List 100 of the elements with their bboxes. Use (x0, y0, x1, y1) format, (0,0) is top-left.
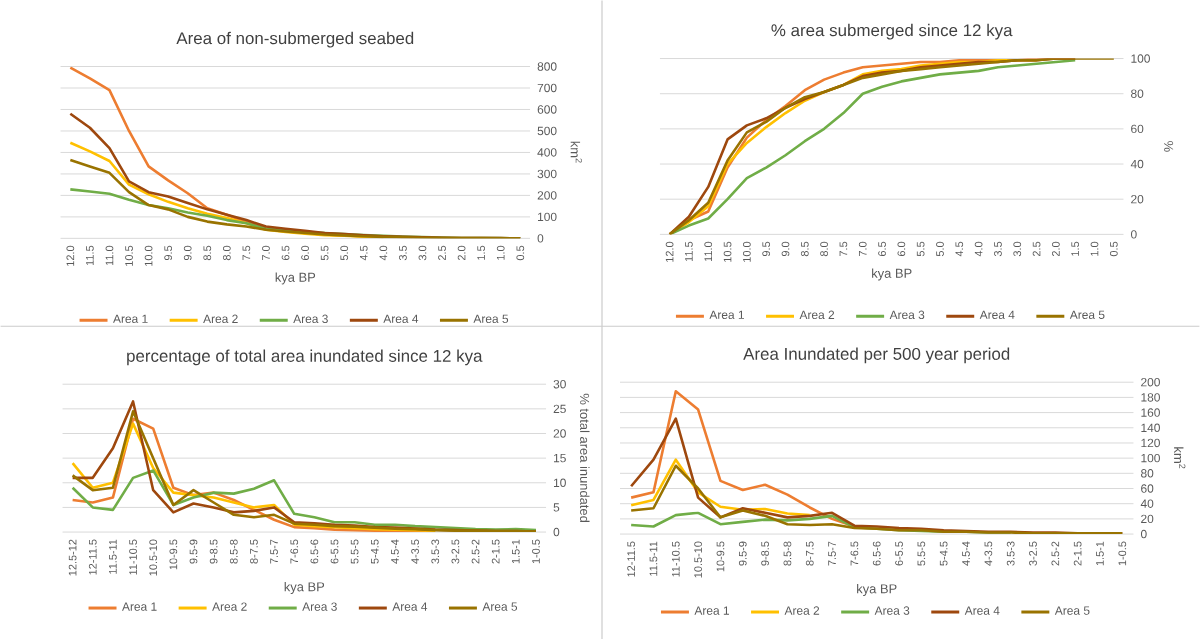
x-tick-label: 6-5.5 (330, 539, 339, 564)
x-tick-label: 7-6.5 (290, 539, 299, 564)
y-axis-title: km$^{2}$ (1174, 447, 1186, 469)
x-tick-label: 11.5 (86, 246, 94, 266)
x-tick-label: 0.5 (516, 246, 525, 261)
x-tick-label: 4-3.5 (984, 541, 993, 567)
x-tick-label: 7.5 (242, 246, 251, 261)
x-tick-label: 1.0 (1090, 242, 1099, 256)
x-tick-label: 9-8.5 (209, 539, 218, 564)
x-tick-label: 12.0 (66, 246, 75, 267)
y-tick-label: 180 (1141, 393, 1160, 402)
x-tick-label: 3-2.5 (1029, 541, 1037, 566)
x-tick-label: 5.5 (320, 246, 329, 261)
x-tick-label: 1.5 (477, 246, 485, 260)
x-tick-label: 1-0.5 (532, 539, 540, 564)
x-tick-label: 6-5.5 (895, 541, 903, 566)
x-tick-label: 5-4.5 (939, 541, 948, 566)
x-axis-title: kya BP (872, 268, 912, 281)
x-tick-label: 11.5 (685, 242, 693, 262)
legend-label: Area 4 (964, 606, 1000, 615)
y-tick-label: 0 (1140, 530, 1147, 539)
x-tick-label: 6.0 (301, 246, 309, 261)
legend-label: Area 4 (979, 310, 1015, 320)
x-tick-label: 2.5-2 (471, 539, 480, 564)
x-tick-label: 1.5-1 (1096, 541, 1104, 566)
y-tick-label: 200 (1141, 378, 1160, 387)
x-tick-label: 3.5 (399, 246, 407, 261)
x-tick-label: 10.0 (144, 246, 153, 267)
x-axis-title: kya BP (275, 272, 316, 285)
x-tick-label: 11-10.5 (129, 539, 137, 575)
x-tick-label: 5.5 (916, 242, 925, 257)
x-tick-label: 5.0 (340, 246, 349, 261)
y-tick-label: 80 (1131, 89, 1144, 99)
y-tick-label: 20 (1131, 195, 1144, 204)
y-tick-label: 800 (537, 62, 557, 71)
y-axis-title: % total area inundated (580, 394, 590, 523)
x-tick-label: 8-7.5 (805, 541, 814, 566)
y-tick-label: 120 (1141, 438, 1160, 448)
x-tick-label: 10-9.5 (169, 539, 178, 570)
x-tick-label: 5.0 (936, 242, 944, 257)
x-tick-label: 6.5 (878, 242, 886, 257)
y-tick-label: 15 (553, 454, 566, 463)
x-tick-label: 4.5 (955, 242, 964, 257)
y-tick-label: 30 (553, 380, 566, 389)
x-tick-label: 7.0 (858, 242, 867, 257)
x-tick-label: 3-2.5 (451, 539, 460, 564)
x-tick-label: 9.5-9 (738, 541, 747, 566)
x-tick-label: 10.5-10 (694, 541, 702, 578)
x-tick-label: 8.5 (800, 242, 809, 257)
x-tick-label: 8.0 (222, 246, 231, 261)
legend-label: Area 1 (694, 606, 729, 615)
x-tick-label: 4.5-4 (962, 541, 970, 567)
x-tick-label: 7.5-7 (828, 541, 836, 566)
y-tick-label: 60 (1141, 484, 1154, 493)
y-tick-label: 0 (537, 234, 544, 243)
x-tick-label: 8.0 (820, 242, 828, 257)
y-tick-label: 400 (537, 148, 557, 157)
legend-label: Area 5 (482, 602, 518, 611)
x-tick-label: 7.5-7 (270, 539, 278, 564)
y-axis-title: km$^{2}$ (570, 141, 583, 163)
x-tick-label: 2.5 (438, 246, 446, 261)
y-tick-label: 200 (537, 191, 557, 200)
x-tick-label: 3.5-3 (431, 539, 440, 564)
legend-label: Area 5 (473, 314, 509, 324)
x-tick-label: 4.0 (974, 242, 983, 257)
x-tick-label: 1.5 (1071, 242, 1079, 256)
x-tick-label: 2.5-2 (1051, 541, 1060, 566)
x-tick-label: 9-8.5 (761, 541, 769, 566)
x-tick-label: 6.5-6 (872, 541, 881, 566)
x-tick-label: 11.5-11 (109, 539, 117, 574)
x-tick-label: 10.0 (742, 242, 751, 263)
x-tick-label: 12.5-12 (68, 539, 77, 576)
x-tick-label: 4-3.5 (411, 539, 419, 565)
x-tick-label: 3.5 (994, 242, 1002, 257)
x-tick-label: 12-11.5 (627, 541, 636, 577)
x-tick-label: 2-1.5 (491, 539, 500, 564)
y-tick-label: 100 (1131, 54, 1150, 63)
x-tick-label: 8.5-8 (229, 539, 238, 564)
x-tick-label: 11-10.5 (671, 541, 680, 577)
x-tick-label: 8-7.5 (250, 539, 258, 564)
y-tick-label: 40 (1140, 499, 1154, 509)
x-tick-label: 12.0 (665, 242, 674, 263)
x-tick-label: 6.0 (897, 242, 906, 257)
y-tick-label: 100 (538, 212, 557, 222)
x-tick-label: 2.0 (1052, 242, 1060, 257)
x-tick-label: 9.0 (183, 246, 192, 261)
legend-label: Area 2 (799, 310, 835, 320)
x-tick-label: 9.5-9 (189, 539, 198, 564)
y-tick-label: 160 (1141, 408, 1160, 418)
legend-label: Area 1 (122, 602, 157, 611)
x-axis-title: kya BP (284, 582, 325, 595)
x-tick-label: 9.5 (762, 242, 771, 257)
y-tick-label: 0 (1130, 230, 1137, 239)
x-tick-label: 2-1.5 (1073, 541, 1082, 566)
x-tick-label: 4.5 (359, 246, 368, 261)
x-tick-label: 4.0 (379, 246, 388, 261)
legend-label: Area 2 (212, 602, 247, 612)
legend-label: Area 1 (113, 314, 148, 324)
legend-label: Area 5 (1054, 606, 1090, 615)
y-tick-label: 140 (1141, 423, 1160, 433)
